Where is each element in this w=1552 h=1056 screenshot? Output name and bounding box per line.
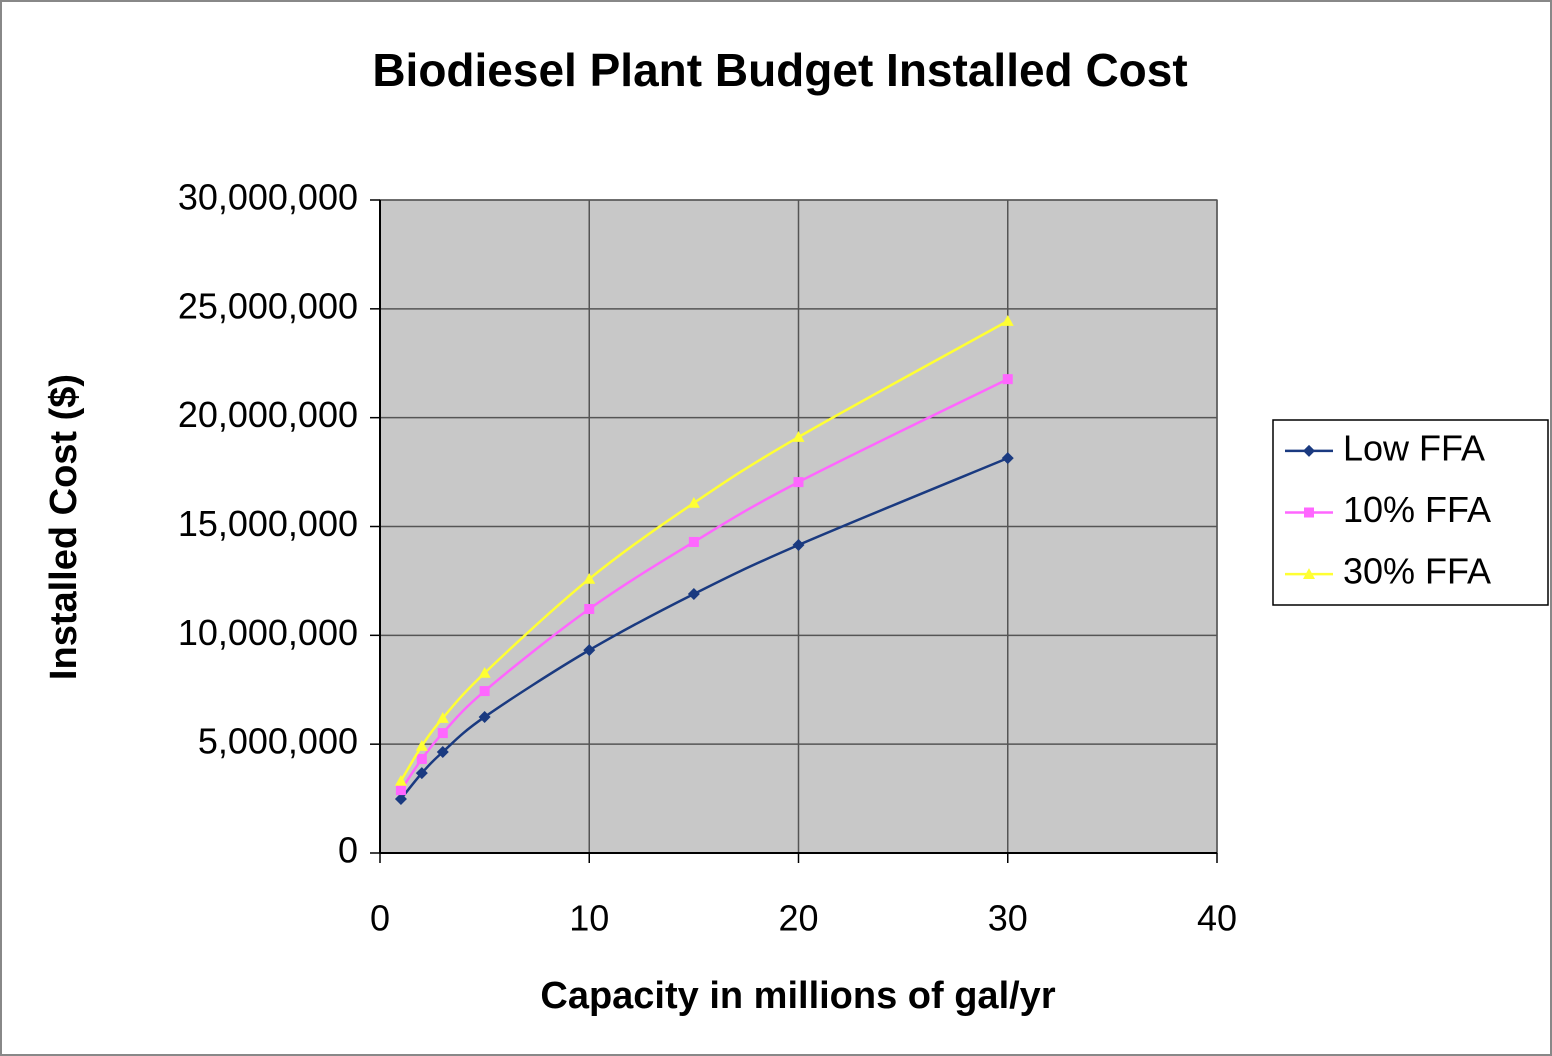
marker [394, 774, 407, 786]
y-tick-label: 15,000,000 [178, 503, 358, 544]
marker [479, 686, 490, 697]
marker [415, 739, 428, 751]
y-tick-label: 10,000,000 [178, 612, 358, 653]
marker [478, 666, 491, 678]
marker [687, 496, 700, 508]
marker [584, 603, 595, 614]
x-tick-label: 20 [778, 898, 818, 939]
x-tick-label: 40 [1197, 898, 1237, 939]
legend-label: 10% FFA [1343, 489, 1491, 530]
marker [1303, 444, 1315, 457]
marker [583, 644, 596, 657]
legend-label: Low FFA [1343, 427, 1485, 468]
marker [793, 477, 804, 488]
x-axis-label: Capacity in millions of gal/yr [540, 975, 1055, 1017]
marker [1304, 507, 1314, 518]
marker [478, 710, 491, 723]
marker [583, 572, 596, 584]
marker [792, 431, 805, 442]
marker [1001, 315, 1014, 326]
y-tick-label: 5,000,000 [198, 721, 358, 762]
marker [1002, 374, 1013, 385]
y-axis-label: Installed Cost ($) [43, 374, 85, 680]
marker [436, 712, 449, 723]
y-tick-label: 20,000,000 [178, 394, 358, 435]
marker [394, 793, 407, 806]
chart-title: Biodiesel Plant Budget Installed Cost [372, 44, 1187, 96]
y-tick-label: 30,000,000 [178, 177, 358, 218]
marker [415, 767, 428, 780]
marker [687, 587, 700, 600]
x-tick-label: 10 [569, 898, 609, 939]
marker [395, 785, 406, 796]
legend-label: 30% FFA [1343, 551, 1491, 592]
y-tick-label: 0 [338, 830, 358, 871]
y-tick-label: 25,000,000 [178, 285, 358, 326]
x-tick-label: 30 [988, 898, 1028, 939]
marker [688, 536, 699, 547]
marker [436, 746, 449, 759]
x-tick-label: 0 [370, 898, 390, 939]
marker [1001, 452, 1014, 465]
marker [437, 728, 448, 739]
marker [792, 539, 805, 552]
marker [1303, 568, 1315, 579]
marker [416, 753, 427, 764]
